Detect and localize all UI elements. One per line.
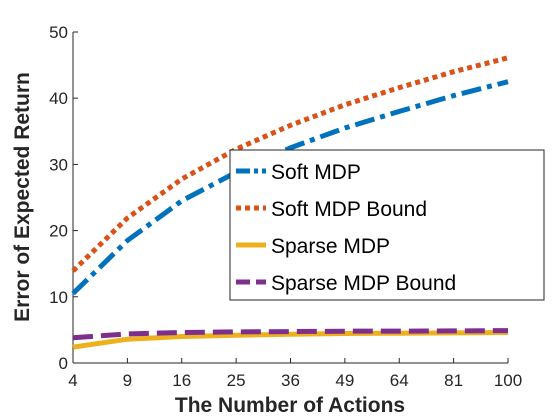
- legend-label: Sparse MDP Bound: [271, 272, 456, 295]
- y-tick-label: 20: [49, 222, 68, 241]
- x-tick-label: 16: [172, 371, 191, 390]
- legend: Soft MDP Soft MDP Bound Sparse MDP Sparse M…: [229, 149, 545, 301]
- y-axis-title: Error of Expected Return: [11, 72, 34, 322]
- x-tick-label: 64: [390, 371, 409, 390]
- legend-box: [229, 149, 545, 301]
- x-tick-label: 100: [494, 371, 522, 390]
- y-tick-label: 50: [49, 23, 68, 42]
- y-tick-label: 10: [49, 288, 68, 307]
- series-line-soft-mdp: [71, 79, 509, 296]
- x-tick-label: 25: [227, 371, 246, 390]
- series-line-sparse-mdp: [72, 330, 509, 350]
- y-tick-label: 40: [49, 89, 68, 108]
- y-tick-label: 30: [49, 155, 68, 174]
- x-tick-label: 36: [281, 371, 300, 390]
- legend-label: Soft MDP: [271, 161, 361, 184]
- series-line-soft-mdp-bound: [71, 55, 509, 273]
- legend-label: Sparse MDP: [271, 235, 390, 258]
- series-layer: [71, 55, 509, 350]
- legend-label: Soft MDP Bound: [271, 198, 427, 221]
- x-tick-label: 4: [68, 371, 77, 390]
- x-axis-title: The Number of Actions: [175, 394, 405, 417]
- x-tick-label: 9: [123, 371, 132, 390]
- x-tick-label: 49: [335, 371, 354, 390]
- series-line-sparse-mdp-bound: [72, 328, 509, 341]
- x-tick-label: 81: [444, 371, 463, 390]
- y-tick-label: 0: [59, 354, 68, 373]
